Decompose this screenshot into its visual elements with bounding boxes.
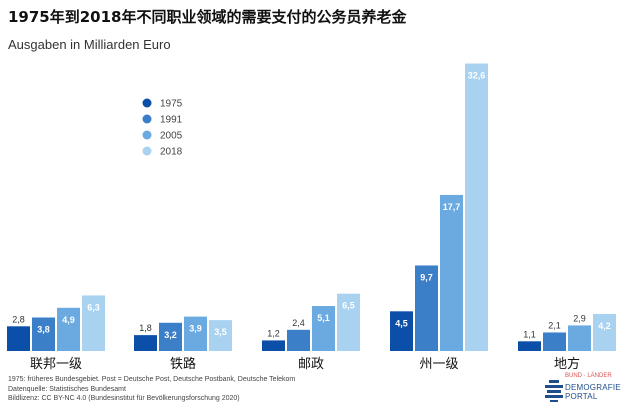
data-label-1975-2: 1,8 [139, 323, 152, 333]
legend-marker-2018 [142, 146, 152, 156]
note-data-source: Datenquelle: Statistisches Bundesamt [8, 385, 126, 393]
bar-chart: 2,8 3,8 4,9 6,3 联邦一级 1,8 3,2 3,9 3,5 铁路 1,2 2,4 5,1 6… [7, 63, 616, 372]
data-label-1991-1: 3,8 [37, 324, 50, 334]
data-label-1991-3: 2,4 [292, 318, 305, 328]
bar-1975-5 [518, 341, 541, 351]
legend-label-1975: 1975 [160, 99, 183, 110]
chart-subtitle: Ausgaben in Milliarden Euro [8, 37, 171, 52]
legend-marker-1991 [142, 114, 152, 124]
data-label-1975-4: 4,5 [395, 318, 408, 328]
bar-1975-2 [134, 335, 157, 351]
data-label-2018-1: 6,3 [87, 302, 100, 312]
logo-tagline: BUND · LÄNDER [565, 373, 612, 379]
data-label-2018-3: 6,5 [342, 301, 355, 311]
bar-1975-3 [262, 340, 285, 351]
bar-1975-1 [7, 326, 30, 351]
data-label-1975-5: 1,1 [523, 329, 536, 339]
bar-2005-2 [184, 316, 207, 351]
bar-1991-5 [543, 332, 566, 351]
demografie-portal-logo: BUND · LÄNDER DEMOGRAFIE PORTAL [545, 372, 623, 406]
bar-2005-5 [568, 325, 591, 351]
bar-2005-3 [312, 306, 335, 351]
data-label-2005-1: 4,9 [62, 315, 75, 325]
data-label-1975-3: 1,2 [267, 328, 280, 338]
category-label-4: 州一级 [419, 357, 458, 372]
category-label-3: 邮政 [298, 357, 324, 372]
note-image-license: Bildlizenz: CC BY-NC 4.0 (Bundesinstitut… [8, 395, 240, 402]
legend-marker-2005 [142, 130, 152, 140]
logo-mark-icon [545, 380, 563, 402]
data-label-2018-2: 3,5 [214, 327, 227, 337]
category-label-2: 铁路 [170, 356, 196, 372]
bar-1991-2 [159, 322, 182, 351]
data-label-1991-4: 9,7 [420, 272, 433, 282]
bar-1991-3 [287, 329, 310, 351]
bar-2018-5 [593, 313, 616, 351]
bar-1991-4 [415, 265, 438, 351]
legend-marker-1975 [142, 98, 152, 108]
data-label-2018-4: 32,6 [468, 71, 486, 81]
legend-label-1991: 1991 [160, 115, 183, 126]
data-label-2005-5: 2,9 [573, 313, 586, 323]
bar-2018-4 [465, 63, 488, 351]
logo-line2: PORTAL [565, 392, 598, 401]
bar-1991-1 [32, 317, 55, 351]
source-notes: 1975: früheres Bundesgebiet. Post = Deut… [8, 375, 295, 404]
category-label-1: 联邦一级 [30, 357, 82, 372]
category-label-5: 地方 [554, 356, 580, 372]
data-label-2018-5: 4,2 [598, 321, 611, 331]
data-label-1975-1: 2,8 [12, 314, 25, 324]
bar-2018-3 [337, 293, 360, 351]
bar-2005-1 [57, 307, 80, 351]
bar-2018-1 [82, 295, 105, 351]
bar-2005-4 [440, 194, 463, 351]
data-label-1991-2: 3,2 [164, 330, 177, 340]
data-label-1991-5: 2,1 [548, 320, 561, 330]
logo-line1: DEMOGRAFIE [565, 383, 621, 392]
note-regional: 1975: früheres Bundesgebiet. Post = Deut… [8, 376, 296, 383]
data-label-2005-4: 17,7 [443, 202, 461, 212]
data-label-2005-3: 5,1 [317, 313, 330, 323]
bar-1975-4 [390, 311, 413, 351]
chart-title: 1975年到2018年不同职业领域的需要支付的公务员养老金 [8, 8, 407, 26]
data-label-2005-2: 3,9 [189, 324, 202, 334]
legend-label-2005: 2005 [160, 131, 183, 142]
bar-2018-2 [209, 320, 232, 351]
logo-name: DEMOGRAFIE PORTAL [565, 383, 621, 401]
legend-label-2018: 2018 [160, 147, 183, 158]
